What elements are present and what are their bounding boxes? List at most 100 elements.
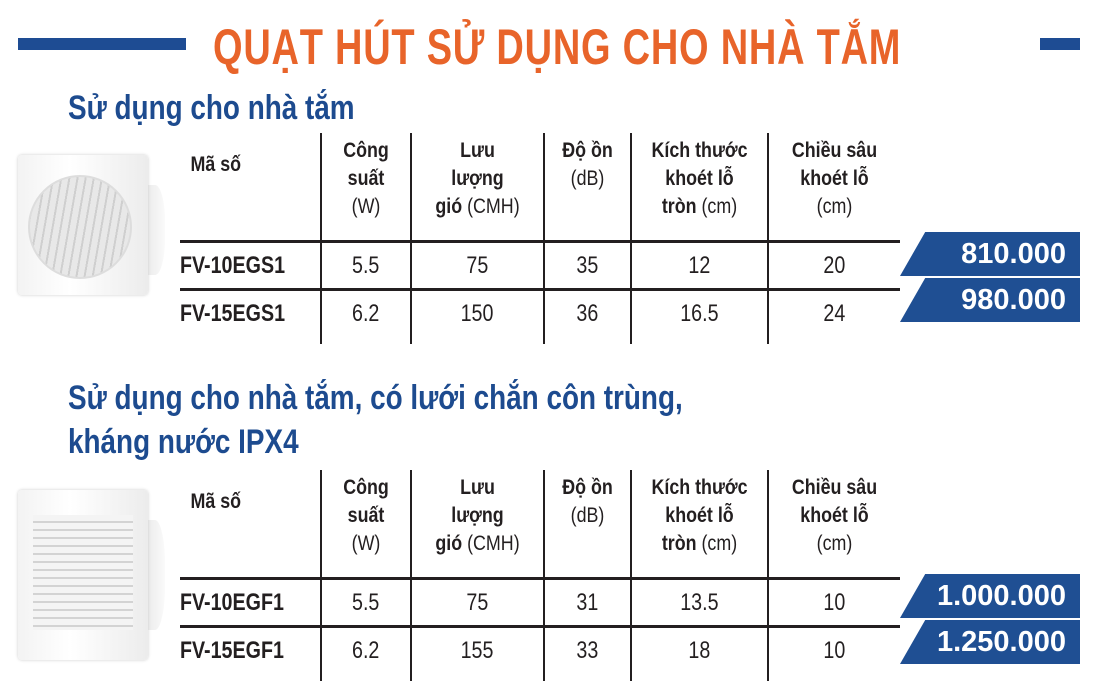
column-header: Lưu lượng gió (CMH) xyxy=(410,133,543,240)
header-line: Chiều sâu xyxy=(791,139,878,162)
cell-value: 16.5 xyxy=(680,300,719,327)
cell-value: 6.2 xyxy=(352,637,380,664)
table-cell: 150 xyxy=(410,291,543,344)
table-cell: 36 xyxy=(543,291,630,344)
table-cell: 10 xyxy=(767,580,900,625)
table-cell: FV-10EGS1 xyxy=(180,243,320,288)
table-cell: 5.5 xyxy=(320,243,410,288)
cell-value: 31 xyxy=(576,589,599,616)
cell-value: FV-15EGF1 xyxy=(180,637,284,664)
header-line: (dB) xyxy=(551,165,623,193)
price-tag: 1.000.000 xyxy=(900,574,1080,618)
table-row: FV-15EGS1 6.2 150 36 16.5 24 xyxy=(180,291,900,344)
header-line: khoét lỗ xyxy=(800,504,869,527)
title-bar-left xyxy=(18,38,186,50)
cell-value: 6.2 xyxy=(352,300,380,327)
header-line: tròn (cm) xyxy=(642,193,757,221)
price-tag: 810.000 xyxy=(900,232,1080,276)
header-line: Kích thước xyxy=(651,476,748,499)
spec-table-2: Mã số Công suất (W) Lưu lượng gió (CMH) Độ ồn (d… xyxy=(180,470,900,681)
cell-value: FV-10EGF1 xyxy=(180,589,284,616)
header-line: Chiều sâu xyxy=(791,476,878,499)
header-line: Độ ồn xyxy=(562,476,613,499)
header-line: gió (CMH) xyxy=(422,193,533,221)
header-unit: (CMH) xyxy=(467,195,520,218)
column-header: Độ ồn (dB) xyxy=(543,470,630,577)
header-line: suất xyxy=(347,504,385,527)
table-cell: 31 xyxy=(543,580,630,625)
table-row: FV-10EGF1 5.5 75 31 13.5 10 xyxy=(180,580,900,628)
table-cell: 35 xyxy=(543,243,630,288)
header-unit: (dB) xyxy=(570,504,605,527)
cell-value: 10 xyxy=(823,637,846,664)
cell-value: 150 xyxy=(461,300,494,327)
header-line: Lưu xyxy=(460,139,495,162)
column-header: Độ ồn (dB) xyxy=(543,133,630,240)
table-row: FV-15EGF1 6.2 155 33 18 10 xyxy=(180,628,900,681)
title-bar-right xyxy=(1040,38,1080,50)
header-line: khoét lỗ xyxy=(800,167,869,190)
header-unit: (cm) xyxy=(701,532,738,555)
header-line: khoét lỗ xyxy=(665,504,734,527)
column-header: Công suất (W) xyxy=(320,470,410,577)
cell-value: 33 xyxy=(576,637,599,664)
header-unit: (W) xyxy=(351,195,381,218)
table-cell: FV-15EGF1 xyxy=(180,628,320,681)
table-cell: 10 xyxy=(767,628,900,681)
table-cell: FV-15EGS1 xyxy=(180,291,320,344)
cell-value: 12 xyxy=(688,252,711,279)
table-cell: 155 xyxy=(410,628,543,681)
spec-table-1: Mã số Công suất (W) Lưu lượng gió (CMH) Độ ồn (d… xyxy=(180,133,900,344)
header-line: Mã số xyxy=(190,490,242,513)
header-line: khoét lỗ xyxy=(665,167,734,190)
table-header-row: Mã số Công suất (W) Lưu lượng gió (CMH) Độ ồn (d… xyxy=(180,133,900,243)
table-cell: 12 xyxy=(630,243,767,288)
table-cell: 13.5 xyxy=(630,580,767,625)
table-header-row: Mã số Công suất (W) Lưu lượng gió (CMH) Độ ồn (d… xyxy=(180,470,900,580)
table-cell: 75 xyxy=(410,243,543,288)
header-line: (W) xyxy=(329,193,404,221)
header-line: tròn (cm) xyxy=(642,530,757,558)
cell-value: 5.5 xyxy=(352,589,380,616)
header-line: gió xyxy=(435,195,463,218)
column-header: Mã số xyxy=(180,133,320,240)
section-heading-1: Sử dụng cho nhà tắm xyxy=(68,89,355,127)
cell-value: FV-15EGS1 xyxy=(180,300,286,327)
column-header: Kích thước khoét lỗ tròn (cm) xyxy=(630,470,767,577)
header-unit: (W) xyxy=(351,532,381,555)
cell-value: 10 xyxy=(823,589,846,616)
header-unit: (cm) xyxy=(816,532,853,555)
cell-value: 13.5 xyxy=(680,589,719,616)
column-header: Kích thước khoét lỗ tròn (cm) xyxy=(630,133,767,240)
header-line: (cm) xyxy=(779,530,890,558)
table-cell: 6.2 xyxy=(320,291,410,344)
column-header: Công suất (W) xyxy=(320,133,410,240)
cell-value: 75 xyxy=(466,589,489,616)
table-cell: 75 xyxy=(410,580,543,625)
table-cell: 24 xyxy=(767,291,900,344)
header-line: (dB) xyxy=(551,502,623,530)
header-line: suất xyxy=(347,167,385,190)
header-line: tròn xyxy=(661,532,697,555)
cell-value: 36 xyxy=(576,300,599,327)
cell-value: 155 xyxy=(461,637,494,664)
table-cell: 20 xyxy=(767,243,900,288)
header-line: lượng xyxy=(451,167,504,190)
header-line: Kích thước xyxy=(651,139,748,162)
table-cell: 6.2 xyxy=(320,628,410,681)
table-cell: 16.5 xyxy=(630,291,767,344)
section-heading-2-line-2: kháng nước IPX4 xyxy=(68,423,299,461)
header-line: Mã số xyxy=(190,153,242,176)
table-cell: 33 xyxy=(543,628,630,681)
price-tag: 980.000 xyxy=(900,278,1080,322)
cell-value: 5.5 xyxy=(352,252,380,279)
column-header: Chiều sâu khoét lỗ (cm) xyxy=(767,133,900,240)
cell-value: 20 xyxy=(823,252,846,279)
cell-value: 35 xyxy=(576,252,599,279)
column-header: Lưu lượng gió (CMH) xyxy=(410,470,543,577)
column-header: Mã số xyxy=(180,470,320,577)
header-line: Công xyxy=(343,476,389,499)
header-line: tròn xyxy=(661,195,697,218)
price-tag: 1.250.000 xyxy=(900,620,1080,664)
table-cell: 18 xyxy=(630,628,767,681)
